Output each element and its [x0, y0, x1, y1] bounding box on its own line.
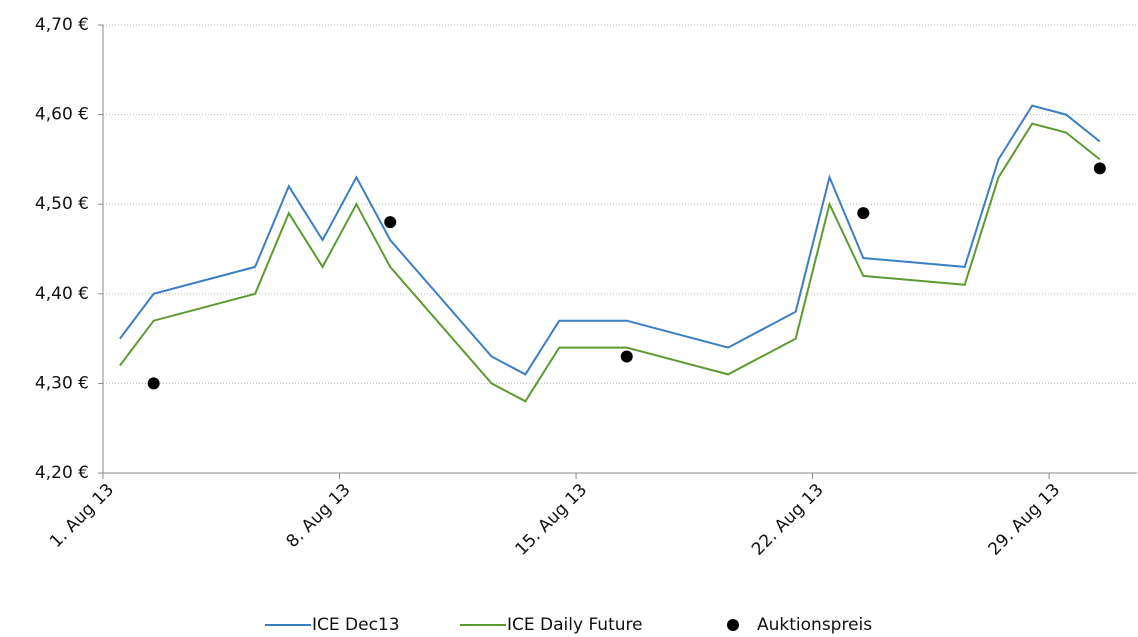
auction-point: [1093, 162, 1106, 175]
legend-label: Auktionspreis: [757, 615, 872, 635]
y-tick-label: 4,40 €: [35, 284, 89, 304]
y-tick-label: 4,60 €: [35, 105, 89, 125]
auction-point: [620, 350, 633, 363]
x-tick-label: 29. Aug 13: [985, 480, 1065, 560]
auction-point: [384, 216, 397, 229]
series-line: [119, 122, 1101, 403]
series-line: [119, 104, 1101, 376]
y-tick-label: 4,70 €: [35, 15, 89, 35]
auction-point: [147, 377, 160, 390]
x-tick-label: 22. Aug 13: [748, 480, 828, 560]
legend-label: ICE Daily Future: [507, 615, 643, 635]
legend-marker: [727, 619, 739, 631]
y-tick-label: 4,50 €: [35, 194, 89, 214]
x-tick-label: 8. Aug 13: [283, 480, 355, 552]
legend-label: ICE Dec13: [312, 615, 400, 635]
x-tick-label: 1. Aug 13: [46, 480, 118, 552]
auction-point: [857, 207, 870, 220]
x-tick-label: 15. Aug 13: [511, 480, 591, 560]
y-tick-label: 4,30 €: [35, 373, 89, 393]
y-tick-label: 4,20 €: [35, 463, 89, 483]
